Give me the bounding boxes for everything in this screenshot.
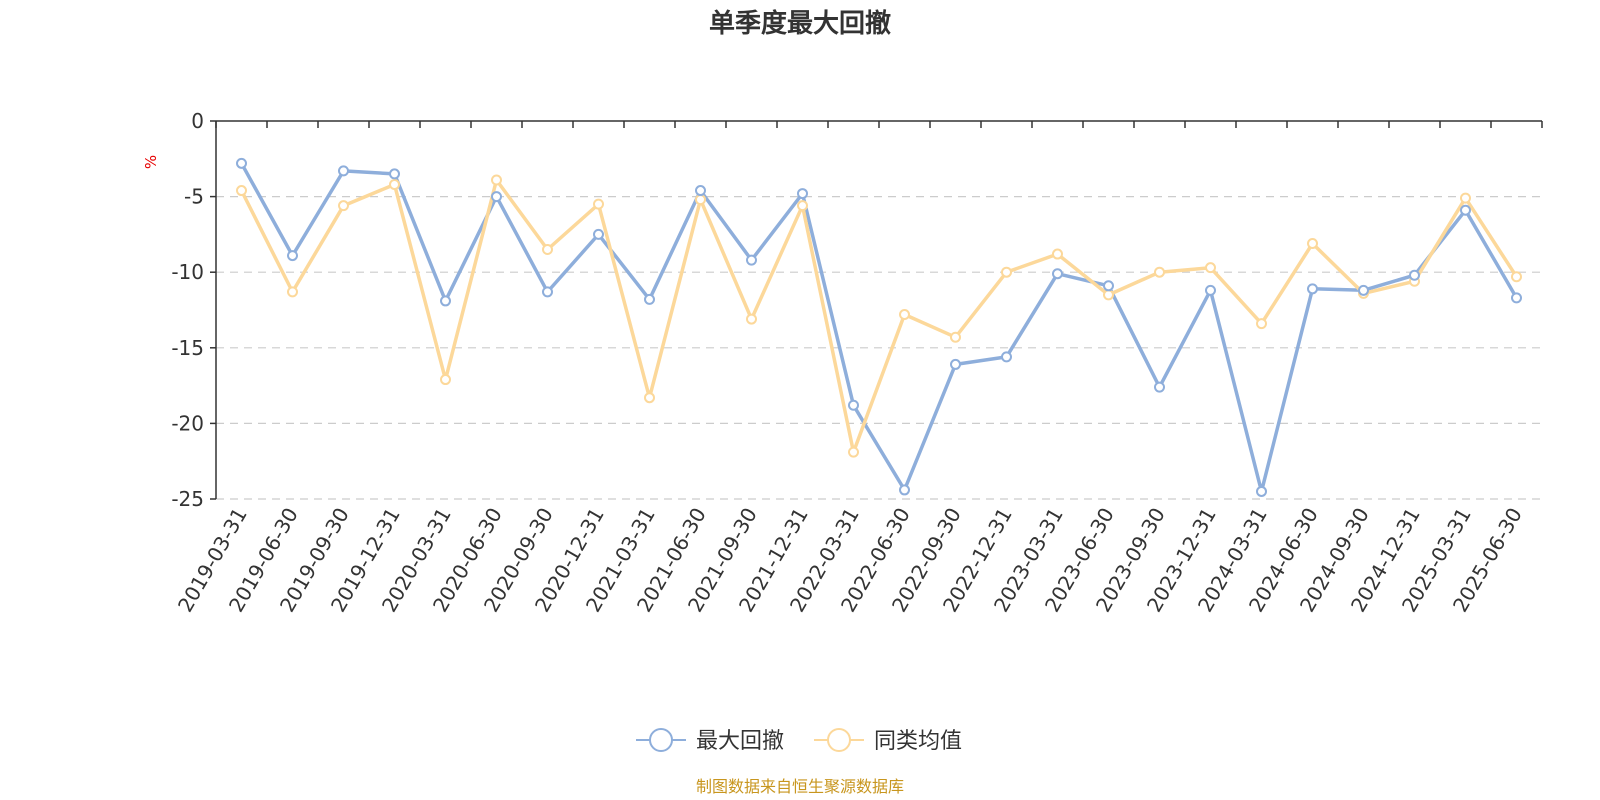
series-point-2 <box>236 185 247 197</box>
y-tick-label: -25 <box>171 487 204 511</box>
series-point-2 <box>542 244 553 256</box>
series-line-1 <box>239 162 1519 494</box>
legend: 最大回撤 同类均值 <box>636 728 962 754</box>
y-tick-labels: 0 -5 -10 -15 -20 -25 <box>171 109 204 511</box>
series-point-1 <box>1103 280 1114 292</box>
series-point-1 <box>1052 268 1063 280</box>
y-tick-label: 0 <box>191 109 204 133</box>
series-point-1 <box>593 228 604 240</box>
series-point-2 <box>1103 289 1114 301</box>
grid-lines <box>216 196 1542 500</box>
series-point-1 <box>287 250 298 262</box>
series-layer <box>236 157 1522 497</box>
y-tick-label: -5 <box>184 185 204 209</box>
y-axis-unit: % <box>142 155 160 169</box>
series-point-1 <box>899 484 910 496</box>
legend-label-2: 同类均值 <box>874 729 962 754</box>
series-point-1 <box>848 399 859 411</box>
y-tick-label: -15 <box>171 336 204 360</box>
series-point-2 <box>338 200 349 212</box>
y-tick-label: -10 <box>171 260 204 284</box>
axes <box>210 120 1543 500</box>
y-tick-label: -20 <box>171 411 204 435</box>
series-point-1 <box>491 191 502 203</box>
series-point-1 <box>542 286 553 298</box>
series-point-2 <box>1307 237 1318 249</box>
series-point-2 <box>389 179 400 191</box>
series-point-1 <box>440 295 451 307</box>
series-point-2 <box>848 446 859 458</box>
series-point-2 <box>1001 266 1012 278</box>
series-point-2 <box>950 331 961 343</box>
legend-marker-1 <box>649 728 673 752</box>
series-point-2 <box>1052 248 1063 260</box>
series-point-1 <box>797 188 808 200</box>
series-point-1 <box>1256 485 1267 497</box>
series-point-1 <box>1460 204 1471 216</box>
series-point-2 <box>746 313 757 325</box>
series-point-2 <box>899 309 910 321</box>
series-point-2 <box>1511 271 1522 283</box>
series-point-2 <box>1205 262 1216 274</box>
series-point-2 <box>695 194 706 206</box>
series-point-2 <box>491 174 502 186</box>
series-point-1 <box>1409 269 1420 281</box>
series-point-1 <box>695 185 706 197</box>
series-point-2 <box>797 200 808 212</box>
series-point-1 <box>338 165 349 177</box>
series-point-1 <box>236 157 247 169</box>
series-point-2 <box>1460 192 1471 204</box>
series-point-2 <box>287 286 298 298</box>
series-point-2 <box>1256 318 1267 330</box>
series-point-1 <box>1001 351 1012 363</box>
series-point-1 <box>1205 284 1216 296</box>
series-point-2 <box>1154 266 1165 278</box>
x-tick-labels: 2019-03-312019-06-302019-09-302019-12-31… <box>173 504 1527 617</box>
legend-marker-2 <box>827 728 851 752</box>
series-point-1 <box>389 168 400 180</box>
series-line-2 <box>239 178 1518 454</box>
series-point-1 <box>1511 292 1522 304</box>
series-point-2 <box>593 198 604 210</box>
series-point-1 <box>746 254 757 266</box>
series-point-1 <box>1154 381 1165 393</box>
series-point-1 <box>950 358 961 370</box>
data-source-note: 制图数据来自恒生聚源数据库 <box>696 777 904 796</box>
series-point-1 <box>1307 283 1318 295</box>
series-point-1 <box>1358 284 1369 296</box>
series-point-1 <box>644 293 655 305</box>
chart-title: 单季度最大回撤 <box>709 8 891 39</box>
legend-label-1: 最大回撤 <box>696 729 784 754</box>
series-point-2 <box>440 374 451 386</box>
series-point-2 <box>644 392 655 404</box>
